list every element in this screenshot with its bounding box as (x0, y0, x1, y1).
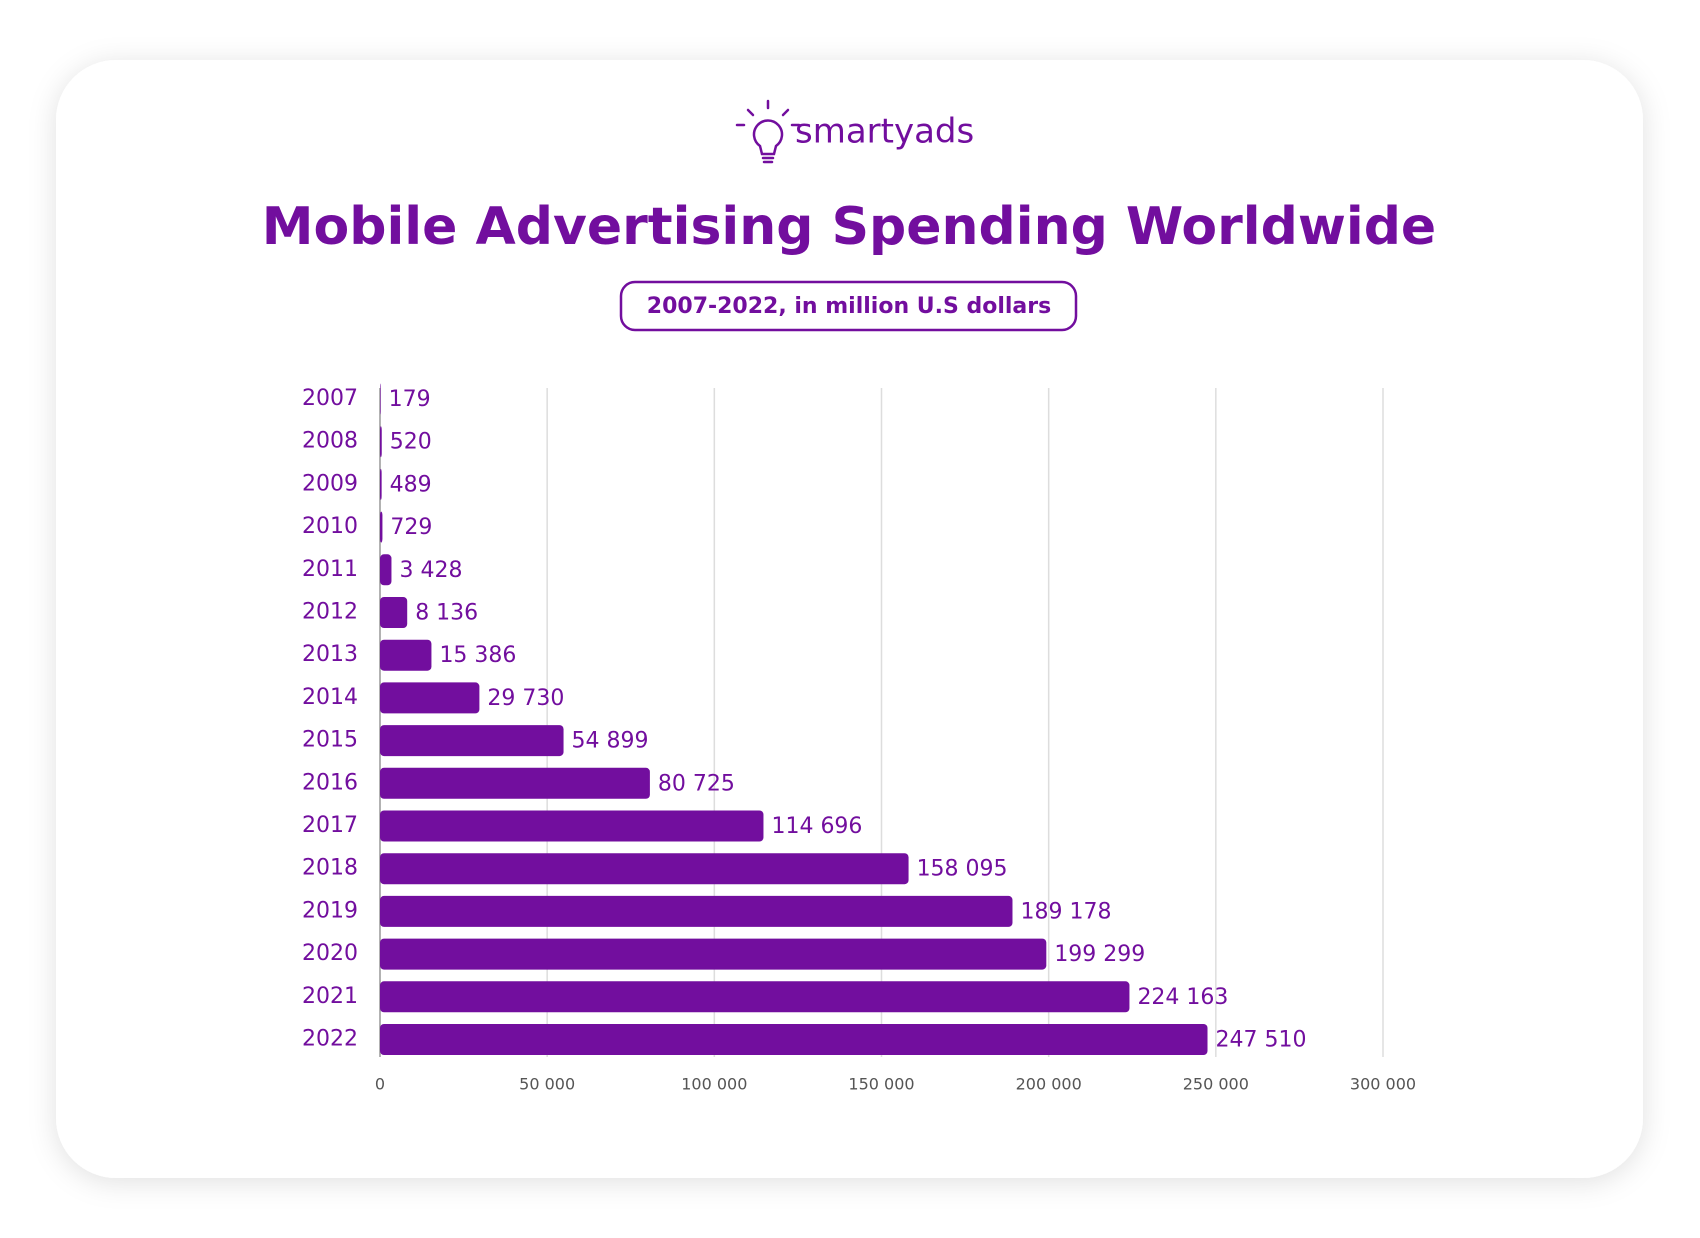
bar (380, 426, 382, 458)
x-tick-label: 150 000 (848, 1075, 914, 1094)
subtitle-pill (619, 280, 1078, 332)
bar (380, 895, 1013, 927)
x-tick-label: 100 000 (681, 1075, 747, 1094)
y-tick-label: 2019 (302, 898, 358, 923)
x-tick-label: 250 000 (1183, 1075, 1249, 1094)
value-label: 3 428 (399, 558, 462, 583)
value-label: 80 725 (658, 771, 735, 796)
y-tick-label: 2018 (302, 856, 358, 881)
chart-title: Mobile Advertising Spending Worldwide (262, 197, 1436, 257)
bar (380, 853, 909, 885)
bar (380, 511, 383, 543)
bar (380, 725, 564, 757)
value-label: 158 095 (917, 857, 1008, 882)
y-tick-label: 2021 (302, 984, 358, 1009)
y-tick-label: 2013 (302, 642, 358, 667)
bar (380, 639, 432, 671)
y-tick-label: 2014 (302, 685, 358, 710)
value-label: 729 (390, 515, 432, 540)
x-tick-label: 200 000 (1016, 1075, 1082, 1094)
bar (380, 767, 650, 799)
y-tick-label: 2012 (302, 600, 358, 625)
x-tick-label: 300 000 (1350, 1075, 1416, 1094)
value-label: 489 (390, 472, 432, 497)
value-label: 114 696 (771, 814, 862, 839)
y-tick-label: 2008 (302, 429, 358, 454)
bar (380, 383, 381, 415)
x-tick-label: 50 000 (519, 1075, 575, 1094)
value-label: 179 (389, 387, 431, 412)
value-label: 29 730 (487, 686, 564, 711)
bar (380, 810, 764, 842)
y-tick-label: 2010 (302, 514, 358, 539)
bar (380, 554, 392, 586)
value-label: 189 178 (1020, 899, 1111, 924)
x-tick-label: 0 (375, 1075, 385, 1094)
logo-icon (735, 99, 801, 164)
y-tick-label: 2011 (302, 557, 358, 582)
bar (380, 938, 1047, 970)
value-label: 247 510 (1216, 1028, 1307, 1053)
bar (380, 597, 408, 628)
y-tick-label: 2022 (302, 1027, 358, 1052)
bar (380, 981, 1130, 1013)
value-label: 8 136 (415, 601, 478, 626)
y-tick-label: 2016 (302, 770, 358, 795)
value-label: 520 (390, 430, 432, 455)
value-label: 224 163 (1137, 985, 1228, 1010)
y-tick-label: 2017 (302, 813, 358, 838)
value-label: 199 299 (1054, 942, 1145, 967)
bar (380, 682, 480, 714)
value-label: 15 386 (439, 643, 516, 668)
y-tick-label: 2007 (302, 386, 358, 411)
y-tick-label: 2020 (302, 941, 358, 966)
bar (380, 468, 382, 500)
chart-subtitle: 2007-2022, in million U.S dollars (647, 294, 1051, 319)
value-label: 54 899 (572, 729, 649, 754)
y-tick-label: 2015 (302, 728, 358, 753)
logo-text: smartyads (795, 112, 974, 152)
y-tick-label: 2009 (302, 471, 358, 496)
bar (380, 1024, 1208, 1055)
